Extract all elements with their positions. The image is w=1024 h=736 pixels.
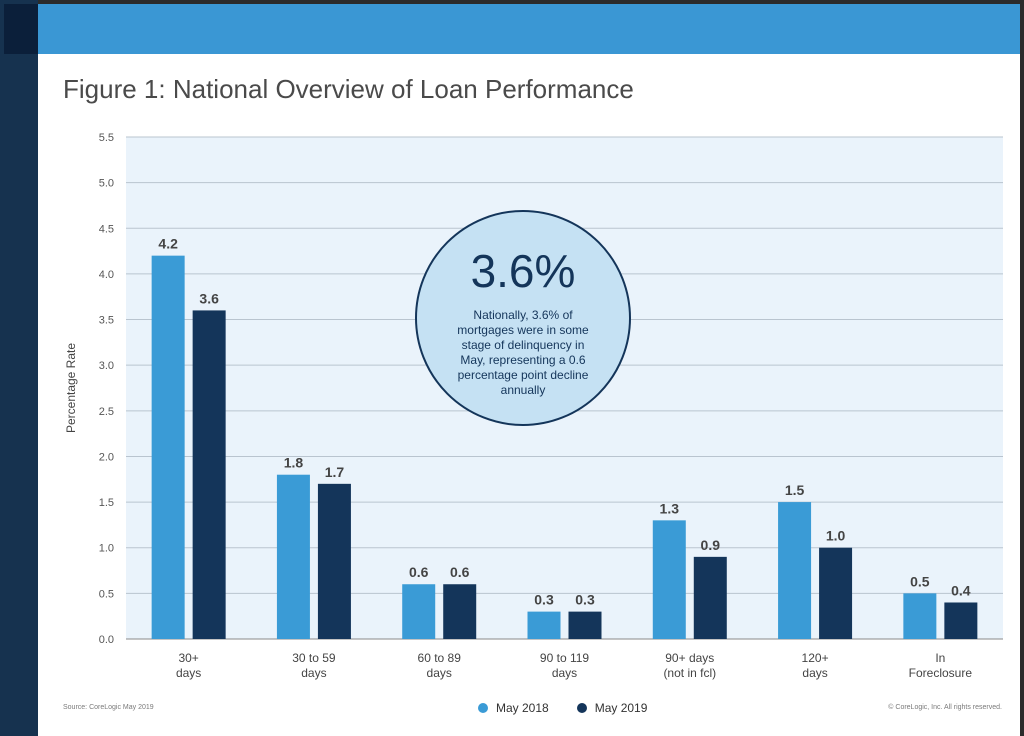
- copyright-note: © CoreLogic, Inc. All rights reserved.: [888, 704, 1002, 711]
- bar: [402, 584, 436, 639]
- x-tick-label: days: [301, 666, 326, 680]
- y-tick-label: 4.5: [99, 223, 114, 235]
- left-strip-notch: [4, 4, 38, 54]
- callout-value: 3.6%: [470, 245, 576, 297]
- bar: [944, 602, 978, 639]
- x-tick-label: Foreclosure: [909, 666, 973, 680]
- data-label: 0.3: [534, 592, 554, 608]
- bar: [652, 520, 686, 639]
- data-label: 0.6: [409, 564, 429, 580]
- x-tick-label: days: [176, 666, 201, 680]
- bar: [276, 474, 310, 639]
- x-tick-label: In: [935, 651, 945, 665]
- data-label: 1.0: [826, 528, 846, 544]
- data-label: 0.4: [951, 582, 971, 598]
- x-tick-label: (not in fcl): [663, 666, 716, 680]
- y-tick-label: 5.0: [99, 178, 114, 190]
- x-tick-label: 90+ days: [665, 651, 714, 665]
- x-tick-label: 30+: [178, 651, 198, 665]
- bar: [527, 611, 561, 639]
- source-note: Source: CoreLogic May 2019: [63, 704, 154, 711]
- data-label: 1.8: [284, 455, 304, 471]
- bar: [778, 502, 812, 639]
- y-tick-label: 3.5: [99, 315, 114, 327]
- figure-title: Figure 1: National Overview of Loan Perf…: [63, 74, 634, 104]
- data-label: 0.9: [701, 537, 721, 553]
- callout-text: Nationally, 3.6% of mortgages were in so…: [457, 308, 589, 397]
- data-label: 3.6: [199, 290, 219, 306]
- x-tick-label: days: [427, 666, 452, 680]
- x-tick-label: days: [802, 666, 827, 680]
- bar: [819, 547, 853, 639]
- left-strip: [0, 0, 38, 736]
- bar: [317, 483, 351, 639]
- data-label: 0.6: [450, 564, 470, 580]
- y-tick-label: 5.5: [99, 132, 114, 144]
- data-label: 0.3: [575, 592, 595, 608]
- legend-swatch-may-2019: [576, 703, 587, 713]
- callout-circle: 3.6% Nationally, 3.6% of mortgages were …: [415, 210, 631, 426]
- y-axis-label: Percentage Rate: [64, 343, 78, 433]
- bar: [443, 584, 477, 639]
- bar: [903, 593, 937, 639]
- legend-label-may-2018: May 2018: [496, 701, 549, 715]
- data-label: 1.7: [325, 464, 345, 480]
- x-tick-label: 60 to 89: [418, 651, 462, 665]
- chart-legend: May 2018 May 2019: [478, 701, 647, 715]
- legend-label-may-2019: May 2019: [594, 701, 648, 715]
- data-label: 1.5: [785, 482, 805, 498]
- top-banner: [38, 4, 1020, 54]
- bar: [568, 611, 602, 639]
- y-tick-label: 3.0: [99, 360, 114, 372]
- figure-card: Figure 1: National Overview of Loan Perf…: [38, 4, 1020, 736]
- x-tick-label: 30 to 59: [292, 651, 336, 665]
- bar: [693, 556, 727, 639]
- data-label: 4.2: [158, 236, 178, 252]
- legend-swatch-may-2018: [478, 703, 488, 713]
- x-tick-label: 90 to 119: [540, 651, 589, 665]
- y-tick-label: 2.0: [99, 451, 114, 463]
- legend-item-may-2019: May 2019: [576, 701, 648, 715]
- y-tick-label: 0.0: [99, 634, 114, 646]
- data-label: 1.3: [660, 500, 680, 516]
- x-tick-label: days: [552, 666, 577, 680]
- bar: [192, 310, 226, 639]
- y-tick-label: 1.0: [99, 543, 114, 555]
- y-tick-label: 0.5: [99, 588, 114, 600]
- y-tick-label: 2.5: [99, 406, 114, 418]
- legend-item-may-2018: May 2018: [478, 701, 549, 715]
- bar: [151, 255, 185, 639]
- data-label: 0.5: [910, 573, 930, 589]
- y-tick-label: 1.5: [99, 497, 114, 509]
- x-tick-label: 120+: [802, 651, 829, 665]
- y-tick-label: 4.0: [99, 269, 114, 281]
